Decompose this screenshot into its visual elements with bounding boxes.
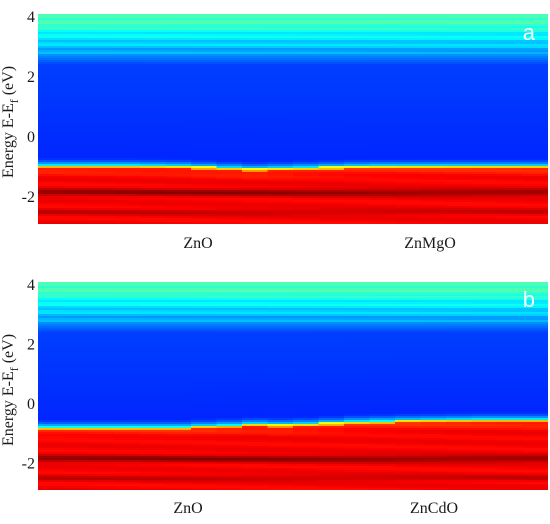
- y-axis-label-b: Energy E-Ef (eV): [0, 334, 21, 446]
- heatmap-plot-area-b: [38, 282, 548, 490]
- x-category-label-a-1: ZnMgO: [404, 235, 456, 252]
- y-axis-b: 4 2 0 -2: [22, 277, 35, 472]
- y-tick-label: 2: [27, 69, 35, 86]
- panel-b: 4 2 0 -2 Energy E-Ef (eV) b ZnO ZnCdO: [0, 260, 550, 519]
- y-tick-label: -2: [22, 189, 35, 206]
- y-tick-label: 4: [27, 9, 35, 26]
- y-tick-label: 2: [27, 336, 35, 353]
- y-axis-a: 4 2 0 -2: [22, 9, 35, 206]
- panel-label-a: a: [523, 20, 536, 45]
- heatmap-plot-area-a: [38, 14, 548, 224]
- x-category-label-b-1: ZnCdO: [410, 500, 458, 517]
- y-axis-label-a: Energy E-Ef (eV): [0, 66, 21, 178]
- heatmap-chart-b: 4 2 0 -2 Energy E-Ef (eV) b ZnO ZnCdO: [0, 277, 548, 517]
- y-tick-label: -2: [22, 455, 35, 472]
- panel-a: 4 2 0 -2 Energy E-Ef (eV) a ZnO ZnMgO: [0, 0, 550, 260]
- y-tick-label: 0: [27, 396, 35, 413]
- y-tick-label: 4: [27, 277, 35, 294]
- x-category-label-b-0: ZnO: [173, 500, 202, 517]
- heatmap-chart-a: 4 2 0 -2 Energy E-Ef (eV) a ZnO ZnMgO: [0, 9, 548, 252]
- y-tick-label: 0: [27, 129, 35, 146]
- panel-label-b: b: [523, 287, 535, 312]
- x-category-label-a-0: ZnO: [183, 235, 212, 252]
